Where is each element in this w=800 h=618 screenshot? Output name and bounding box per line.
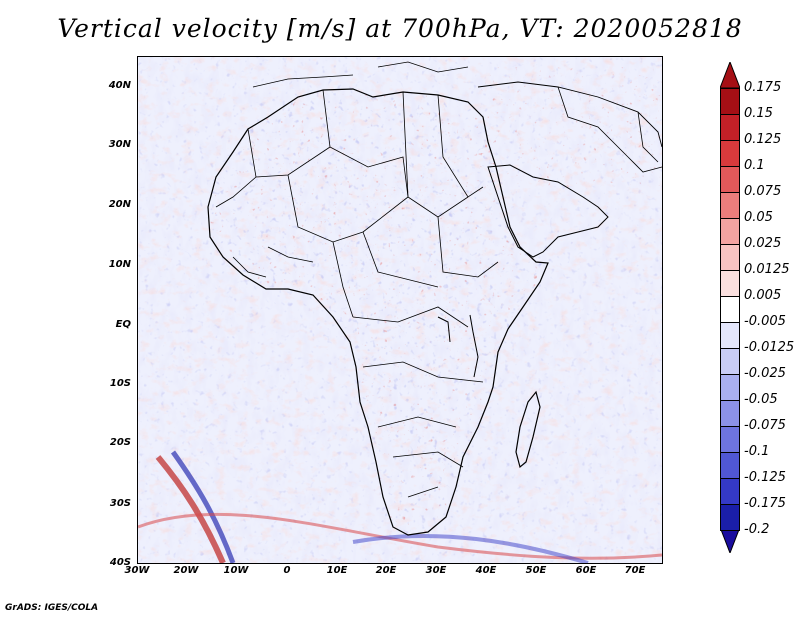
grads-credit: GrADS: IGES/COLA	[5, 603, 99, 613]
lon-label-40e: 40E	[475, 565, 497, 576]
lon-label-30e: 30E	[425, 565, 447, 576]
colorbar-bottom-arrow-shape	[720, 527, 740, 553]
lon-label-70e: 70E	[624, 565, 646, 576]
colorbar-tick-label: -0.075	[744, 418, 786, 433]
country-borders	[215, 89, 499, 498]
lat-label-30n: 30N	[108, 139, 131, 150]
lat-label-10s: 10S	[109, 378, 131, 389]
colorbar-tick-label: -0.0125	[744, 340, 795, 355]
map-panel	[137, 56, 663, 564]
lat-label-40n: 40N	[108, 80, 131, 91]
lat-label-40s: 40S	[109, 557, 131, 568]
colorbar-tick-label: -0.005	[744, 314, 786, 329]
colorbar-swatch	[720, 296, 740, 323]
colorbar-tick-label: -0.125	[744, 470, 786, 485]
lat-label-eq: EQ	[115, 319, 131, 330]
colorbar-tick-label: 0.005	[744, 288, 782, 303]
lon-label-20e: 20E	[375, 565, 397, 576]
colorbar-swatch	[720, 270, 740, 297]
chart-title: Vertical velocity [m/s] at 700hPa, VT: 2…	[57, 14, 743, 43]
colorbar-swatch	[720, 426, 740, 453]
colorbar-top-arrow-shape	[720, 62, 740, 88]
lat-label-20s: 20S	[109, 437, 131, 448]
colorbar-swatch	[720, 244, 740, 271]
lon-label-0: 0	[283, 565, 291, 576]
lon-label-30w: 30W	[124, 565, 150, 576]
arabian-peninsula	[487, 164, 609, 258]
colorbar-swatch	[720, 218, 740, 245]
lon-label-50e: 50E	[525, 565, 547, 576]
colorbar-tick-label: 0.175	[744, 80, 782, 95]
colorbar-swatch	[720, 88, 740, 115]
colorbar-tick-label: -0.1	[744, 444, 770, 459]
colorbar-tick-label: -0.175	[744, 496, 786, 511]
lon-label-10w: 10W	[223, 565, 249, 576]
lon-label-10e: 10E	[326, 565, 348, 576]
colorbar-bottom-arrow	[720, 527, 740, 553]
colorbar-tick-label: 0.1	[744, 158, 765, 173]
colorbar-swatch	[720, 348, 740, 375]
colorbar-swatch	[720, 504, 740, 531]
colorbar-tick-label: -0.2	[744, 522, 770, 537]
colorbar-swatch	[720, 374, 740, 401]
colorbar-swatch	[720, 192, 740, 219]
colorbar-tick-label: -0.025	[744, 366, 786, 381]
colorbar-tick-label: 0.025	[744, 236, 782, 251]
colorbar-swatch	[720, 400, 740, 427]
velocity-field	[138, 57, 662, 563]
lat-label-30s: 30S	[109, 498, 131, 509]
colorbar-tick-label: -0.05	[744, 392, 778, 407]
lon-label-60e: 60E	[575, 565, 597, 576]
colorbar-tick-label: 0.0125	[744, 262, 790, 277]
colorbar-tick-label: 0.075	[744, 184, 782, 199]
lat-label-10n: 10N	[108, 259, 131, 270]
lon-label-20w: 20W	[173, 565, 199, 576]
colorbar-tick-label: 0.05	[744, 210, 773, 225]
madagascar	[515, 390, 541, 469]
colorbar-swatch	[720, 478, 740, 505]
colorbar-tick-label: 0.15	[744, 106, 773, 121]
colorbar-swatch	[720, 322, 740, 349]
colorbar-swatch	[720, 452, 740, 479]
colorbar-swatch	[720, 140, 740, 167]
colorbar-swatch	[720, 114, 740, 141]
colorbar-tick-label: 0.125	[744, 132, 782, 147]
colorbar-swatch	[720, 166, 740, 193]
lat-label-20n: 20N	[108, 199, 131, 210]
colorbar-top-arrow	[720, 62, 740, 88]
